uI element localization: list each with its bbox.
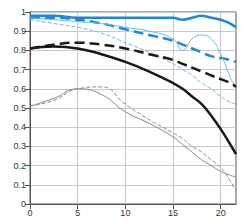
svg-text:1: 1 <box>21 7 26 17</box>
svg-text:0.1: 0.1 <box>13 180 26 190</box>
svg-text:0.7: 0.7 <box>13 65 26 75</box>
svg-text:0.2: 0.2 <box>13 161 26 171</box>
svg-text:0.3: 0.3 <box>13 141 26 151</box>
svg-text:5: 5 <box>75 208 80 218</box>
svg-text:0: 0 <box>27 208 32 218</box>
svg-text:0.4: 0.4 <box>13 122 26 132</box>
svg-text:15: 15 <box>168 208 178 218</box>
svg-text:20: 20 <box>216 208 226 218</box>
svg-text:0.6: 0.6 <box>13 84 26 94</box>
svg-text:10: 10 <box>120 208 130 218</box>
svg-text:0.5: 0.5 <box>13 103 26 113</box>
svg-text:0: 0 <box>21 199 26 209</box>
svg-text:0.8: 0.8 <box>13 45 26 55</box>
svg-text:0.9: 0.9 <box>13 26 26 36</box>
